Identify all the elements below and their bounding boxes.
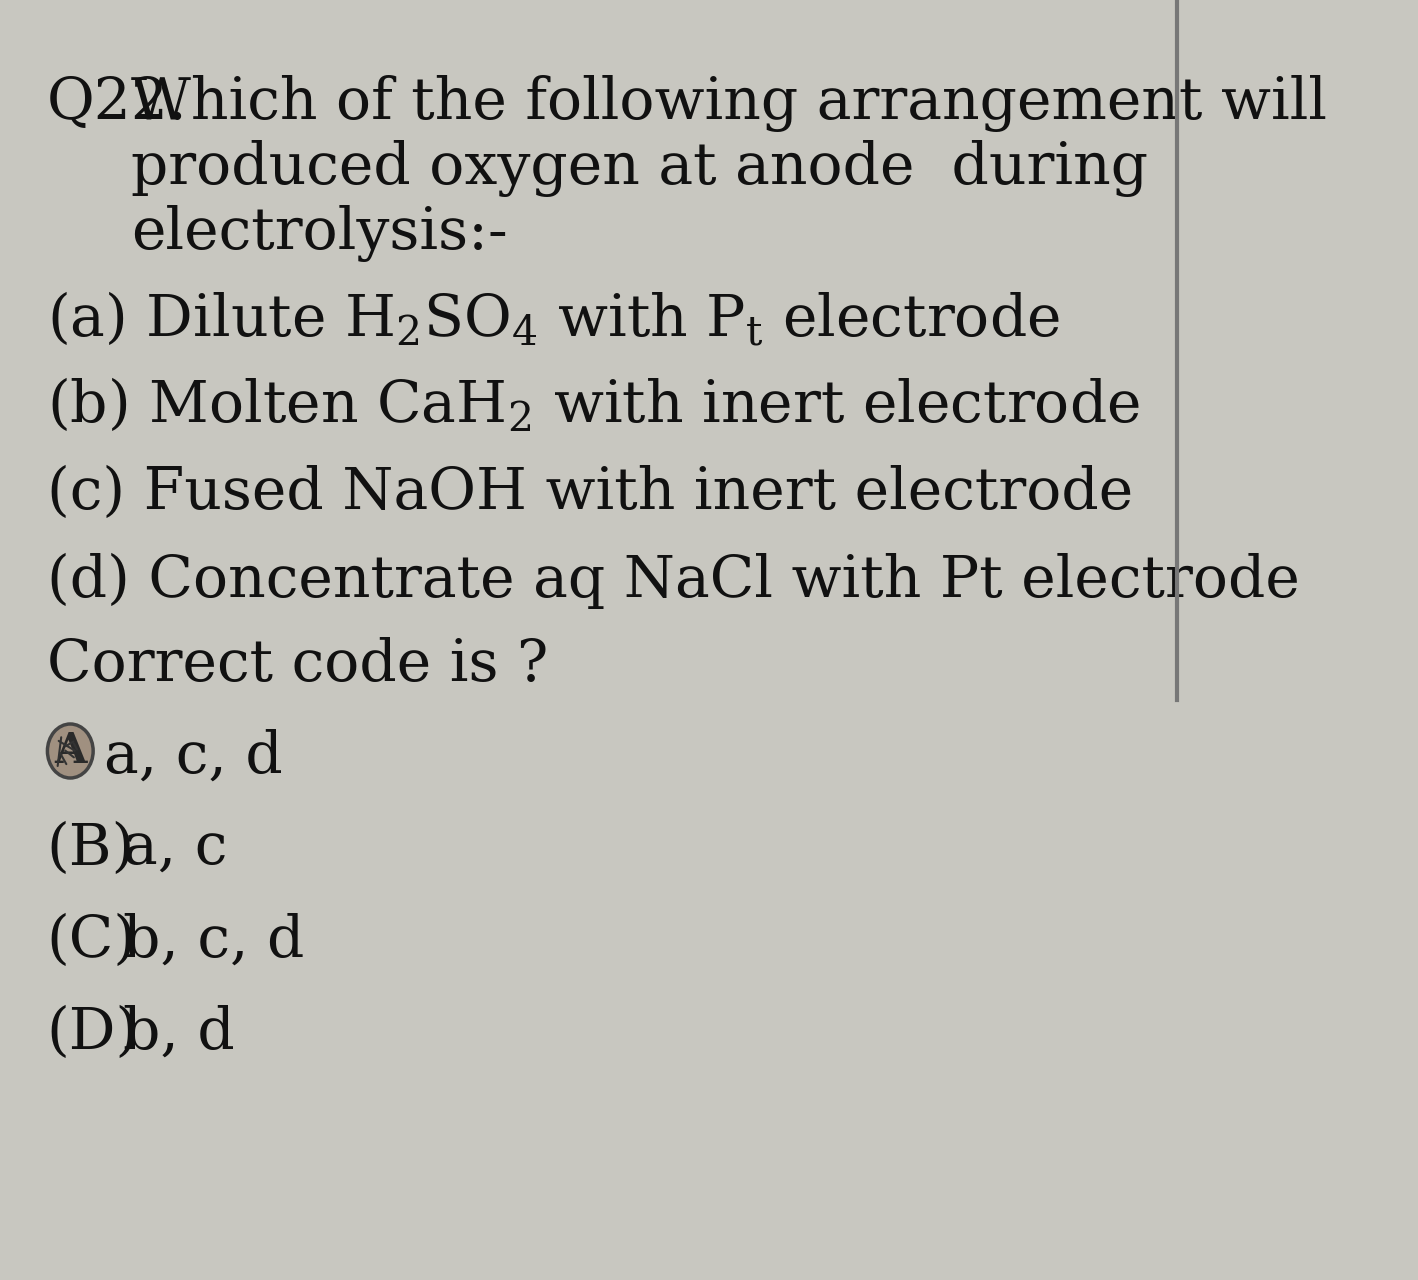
Text: (C): (C)	[47, 913, 136, 969]
Text: (d) Concentrate aq NaCl with Pt electrode: (d) Concentrate aq NaCl with Pt electrod…	[47, 553, 1299, 609]
Text: Correct code is ?: Correct code is ?	[47, 637, 547, 692]
Text: a, c: a, c	[123, 820, 227, 877]
Text: a, c, d: a, c, d	[104, 730, 284, 785]
Text: A: A	[54, 730, 86, 772]
Text: Which of the following arrangement will: Which of the following arrangement will	[132, 76, 1327, 132]
Text: (a) Dilute $\mathregular{H_2SO_4}$ with $\mathregular{P_t}$ electrode: (a) Dilute $\mathregular{H_2SO_4}$ with …	[47, 289, 1059, 347]
Text: (b) Molten $\mathregular{CaH_2}$ with inert electrode: (b) Molten $\mathregular{CaH_2}$ with in…	[47, 378, 1140, 434]
Text: b, d: b, d	[123, 1005, 234, 1061]
Text: produced oxygen at anode  during: produced oxygen at anode during	[132, 140, 1149, 197]
Text: b, c, d: b, c, d	[123, 913, 305, 969]
Text: (D): (D)	[47, 1005, 139, 1061]
Circle shape	[48, 724, 92, 777]
Text: electrolysis:-: electrolysis:-	[132, 205, 508, 262]
Text: (B): (B)	[47, 820, 135, 877]
Text: (c) Fused NaOH with inert electrode: (c) Fused NaOH with inert electrode	[47, 465, 1133, 521]
Text: Q22.: Q22.	[47, 76, 187, 131]
